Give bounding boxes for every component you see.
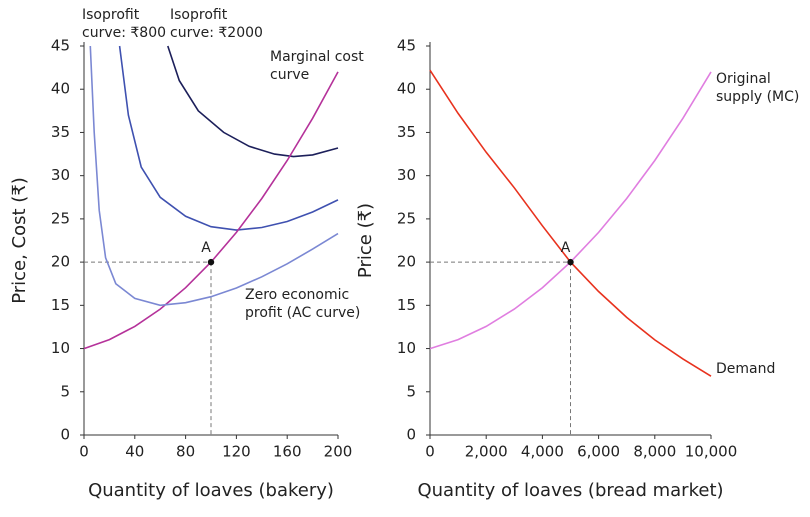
y-tick-label: 5	[406, 382, 416, 400]
curve-label: Isoprofit curve: ₹2000	[170, 7, 263, 41]
point	[207, 258, 215, 266]
y-tick-label: 30	[51, 166, 70, 184]
x-tick-label: 8,000	[633, 443, 676, 461]
y-tick-label: 45	[397, 37, 416, 55]
point-label: A	[561, 240, 571, 256]
x-tick-label: 0	[425, 443, 435, 461]
y-tick-label: 40	[51, 80, 70, 98]
x-tick-label: 80	[176, 443, 195, 461]
y-axis-title: Price (₹)	[355, 203, 376, 278]
x-tick-label: 10,000	[685, 443, 738, 461]
y-tick-label: 40	[397, 80, 416, 98]
x-tick-label: 2,000	[465, 443, 508, 461]
y-tick-label: 35	[397, 123, 416, 141]
x-tick-label: 40	[125, 443, 144, 461]
point	[567, 258, 574, 266]
curve-label: Isoprofit curve: ₹800	[82, 7, 167, 41]
x-axis-title: Quantity of loaves (bread market)	[417, 480, 723, 501]
x-tick-label: 200	[324, 443, 353, 461]
x-tick-label: 4,000	[521, 443, 564, 461]
curve	[167, 45, 339, 158]
y-tick-label: 25	[51, 209, 70, 227]
y-tick-label: 5	[60, 382, 70, 400]
point-label: A	[201, 240, 211, 256]
x-axis-title: Quantity of loaves (bakery)	[88, 480, 334, 501]
curve-label: Zero economic profit (AC curve)	[245, 287, 361, 321]
curve	[118, 45, 339, 231]
x-tick-label: 0	[79, 443, 89, 461]
y-tick-label: 10	[397, 339, 416, 357]
y-tick-label: 15	[397, 296, 416, 314]
y-tick-label: 25	[397, 209, 416, 227]
curve	[89, 45, 339, 307]
y-tick-label: 0	[60, 426, 70, 444]
y-tick-label: 10	[51, 339, 70, 357]
curve-label: Original supply (MC)	[716, 71, 800, 105]
curve-label: Demand	[716, 361, 776, 377]
x-tick-label: 120	[222, 443, 251, 461]
y-tick-label: 20	[397, 253, 416, 271]
y-tick-label: 15	[51, 296, 70, 314]
y-tick-label: 20	[51, 253, 70, 271]
y-axis-title: Price, Cost (₹)	[9, 177, 30, 304]
y-tick-label: 0	[406, 426, 416, 444]
y-tick-label: 45	[51, 37, 70, 55]
curve-label: Marginal cost curve	[270, 49, 364, 83]
y-tick-label: 30	[397, 166, 416, 184]
curve	[429, 69, 712, 377]
y-tick-label: 35	[51, 123, 70, 141]
x-tick-label: 160	[273, 443, 302, 461]
x-tick-label: 6,000	[577, 443, 620, 461]
